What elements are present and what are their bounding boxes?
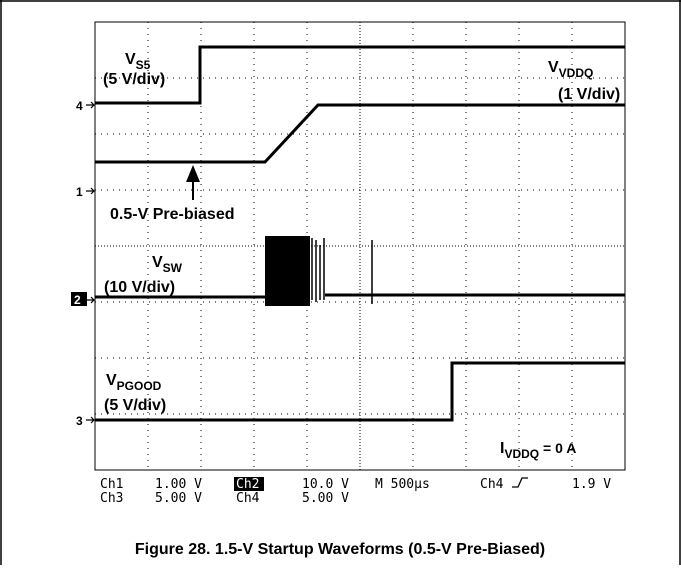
vsw-trace bbox=[95, 293, 625, 299]
annotation: 0.5-V Pre-biased bbox=[110, 206, 235, 223]
trace-label: VVDDQ bbox=[548, 59, 593, 80]
channel-markers: 4 1 2 3 bbox=[71, 99, 95, 428]
readout-item: Ch1 bbox=[100, 477, 123, 492]
readout-item: Ch2 bbox=[236, 477, 259, 492]
readout-item: 1.9 V bbox=[572, 477, 611, 492]
trace-label: VSW bbox=[152, 254, 183, 275]
vddq-trace bbox=[95, 103, 625, 164]
readout-item: Ch4 bbox=[480, 477, 504, 492]
vs5-trace bbox=[95, 45, 625, 105]
readout-item: 1.00 V bbox=[155, 477, 202, 492]
trace-label: VS5 bbox=[125, 51, 151, 72]
trace-scale: (1 V/div) bbox=[558, 86, 620, 103]
marker: 2 bbox=[74, 293, 81, 307]
marker: 1 bbox=[76, 185, 83, 199]
waveforms bbox=[95, 45, 625, 422]
vsw-burst bbox=[265, 236, 310, 306]
readout-item: Ch4 bbox=[236, 491, 260, 506]
readout-item: 5.00 V bbox=[302, 491, 349, 506]
readout-item: M 500µs bbox=[375, 477, 430, 492]
caption: Figure 28. 1.5-V Startup Waveforms (0.5-… bbox=[135, 541, 545, 558]
vsw-spikes bbox=[311, 238, 373, 304]
readout: Ch1 1.00 V Ch2 10.0 V M 500µs Ch4 1.9 V … bbox=[100, 477, 611, 506]
readout-item: 10.0 V bbox=[302, 477, 349, 492]
trace-label: VPGOOD bbox=[106, 372, 162, 393]
scope-grid bbox=[94, 21, 626, 471]
trace-scale: (10 V/div) bbox=[104, 279, 175, 296]
marker: 4 bbox=[76, 99, 83, 113]
load-label: IVDDQ = 0 A bbox=[500, 440, 576, 461]
trace-scale: (5 V/div) bbox=[103, 71, 165, 88]
arrow-head bbox=[186, 165, 200, 182]
readout-item: Ch3 bbox=[100, 491, 123, 506]
trace-scale: (5 V/div) bbox=[104, 397, 166, 414]
marker: 3 bbox=[76, 414, 83, 428]
pgood-trace bbox=[95, 361, 625, 422]
readout-item: 5.00 V bbox=[155, 491, 202, 506]
